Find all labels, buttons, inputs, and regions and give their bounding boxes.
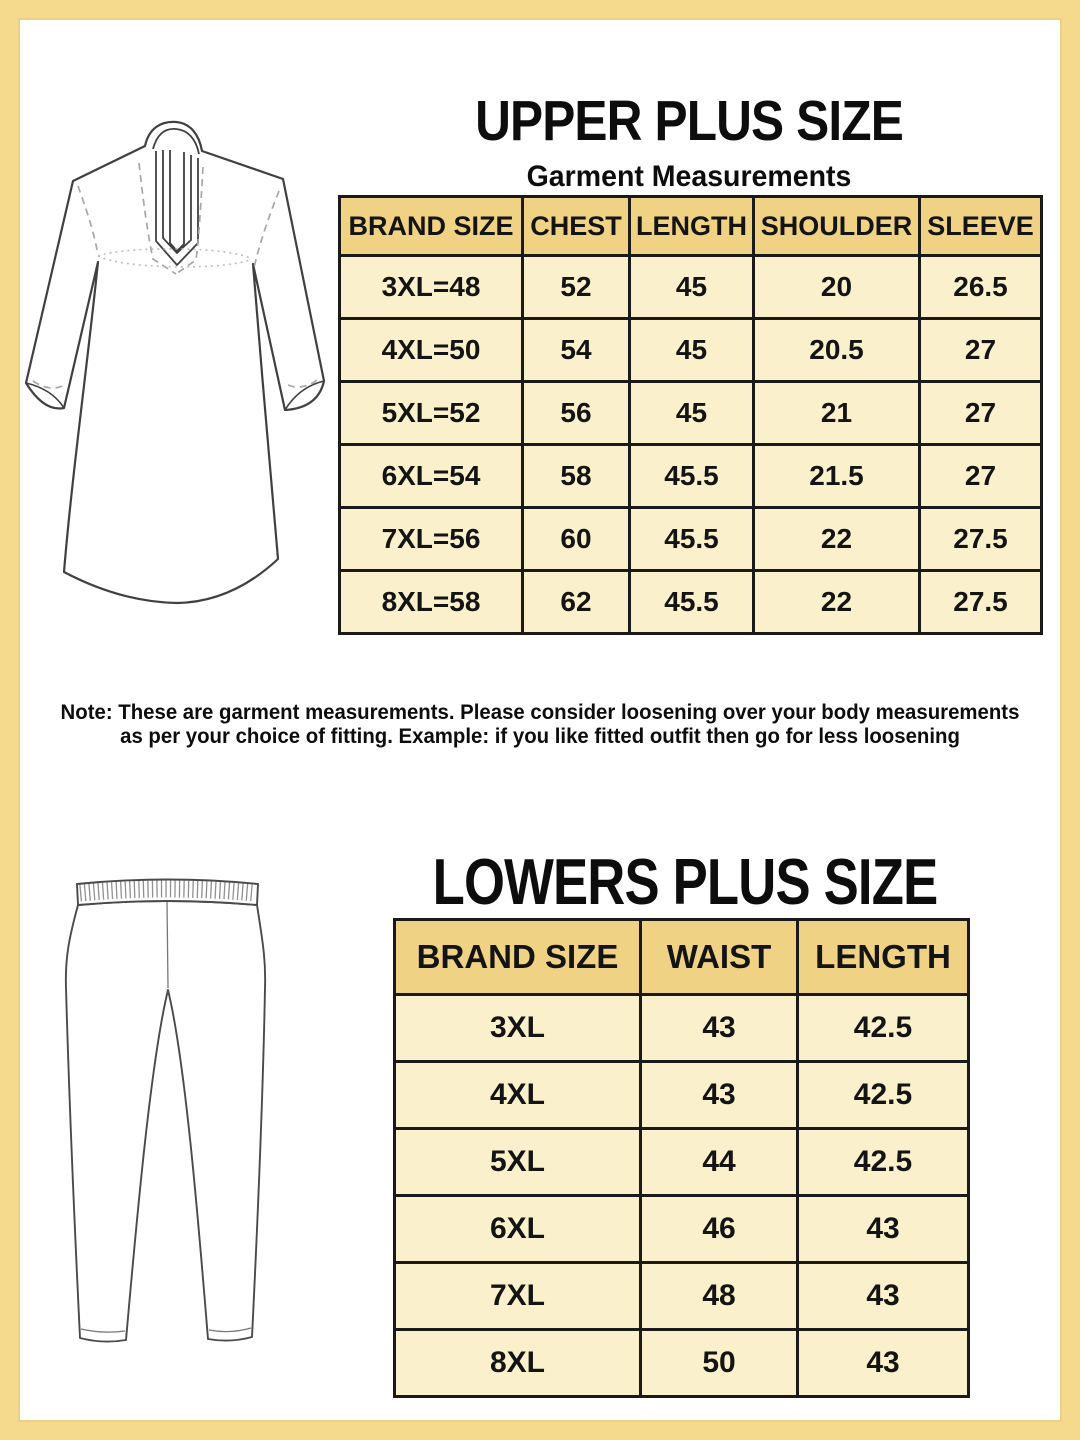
size-cell: 27 (918, 443, 1043, 509)
column-header: CHEST (521, 195, 631, 257)
size-cell: 22 (752, 569, 921, 635)
size-cell: 52 (521, 254, 631, 320)
table-row: 6XL 46 43 (393, 1194, 970, 1264)
size-cell: 27.5 (918, 569, 1043, 635)
size-cell: 54 (521, 317, 631, 383)
size-cell: 45.5 (628, 569, 755, 635)
size-cell: 56 (521, 380, 631, 446)
size-cell: 62 (521, 569, 631, 635)
size-cell: 7XL (393, 1261, 642, 1331)
size-cell: 21 (752, 380, 921, 446)
size-cell: 45.5 (628, 443, 755, 509)
size-cell: 45.5 (628, 506, 755, 572)
pants-line-art-icon (64, 878, 267, 1343)
size-cell: 50 (639, 1328, 799, 1398)
upper-title: UPPER PLUS SIZE (475, 89, 904, 153)
column-header: WAIST (639, 918, 799, 996)
note-line-2: as per your choice of fitting. Example: … (120, 724, 960, 748)
upper-subtitle: Garment Measurements (526, 160, 852, 193)
size-cell: 5XL=52 (338, 380, 524, 446)
size-cell: 20.5 (752, 317, 921, 383)
note-line-1: Note: These are garment measurements. Pl… (60, 701, 1020, 724)
table-row: 6XL=54 58 45.5 21.5 27 (338, 443, 1043, 509)
size-cell: 5XL (393, 1127, 642, 1197)
size-cell: 48 (639, 1261, 799, 1331)
size-cell: 27 (918, 317, 1043, 383)
size-cell: 58 (521, 443, 631, 509)
upper-size-table: BRAND SIZE CHEST LENGTH SHOULDER SLEEVE … (338, 195, 1043, 635)
size-cell: 43 (796, 1261, 970, 1331)
table-row: 8XL 50 43 (393, 1328, 970, 1398)
size-cell: 46 (639, 1194, 799, 1264)
column-header: LENGTH (628, 195, 755, 257)
size-cell: 42.5 (796, 993, 970, 1063)
size-cell: 42.5 (796, 1127, 970, 1197)
upper-table-header-row: BRAND SIZE CHEST LENGTH SHOULDER SLEEVE (338, 195, 1043, 257)
size-cell: 45 (628, 254, 755, 320)
measurement-note: Note: These are garment measurements. Pl… (36, 701, 1045, 748)
table-row: 3XL=48 52 45 20 26.5 (338, 254, 1043, 320)
size-cell: 3XL=48 (338, 254, 524, 320)
table-row: 4XL=50 54 45 20.5 27 (338, 317, 1043, 383)
size-cell: 4XL (393, 1060, 642, 1130)
column-header: BRAND SIZE (393, 918, 642, 996)
size-cell: 43 (639, 993, 799, 1063)
size-cell: 21.5 (752, 443, 921, 509)
table-row: 5XL 44 42.5 (393, 1127, 970, 1197)
size-cell: 4XL=50 (338, 317, 524, 383)
lower-table-header-row: BRAND SIZE WAIST LENGTH (393, 918, 970, 996)
table-row: 5XL=52 56 45 21 27 (338, 380, 1043, 446)
kurta-line-art-icon (24, 120, 326, 605)
size-cell: 43 (639, 1060, 799, 1130)
table-row: 7XL=56 60 45.5 22 27.5 (338, 506, 1043, 572)
column-header: SLEEVE (918, 195, 1043, 257)
size-cell: 8XL=58 (338, 569, 524, 635)
size-cell: 3XL (393, 993, 642, 1063)
size-cell: 43 (796, 1328, 970, 1398)
size-cell: 20 (752, 254, 921, 320)
column-header: SHOULDER (752, 195, 921, 257)
size-cell: 26.5 (918, 254, 1043, 320)
size-cell: 45 (628, 317, 755, 383)
size-cell: 22 (752, 506, 921, 572)
size-cell: 27 (918, 380, 1043, 446)
size-cell: 8XL (393, 1328, 642, 1398)
size-cell: 27.5 (918, 506, 1043, 572)
table-row: 4XL 43 42.5 (393, 1060, 970, 1130)
size-cell: 60 (521, 506, 631, 572)
column-header: BRAND SIZE (338, 195, 524, 257)
size-chart-canvas: UPPER PLUS SIZE Garment Measurements BRA… (20, 20, 1060, 1420)
table-row: 8XL=58 62 45.5 22 27.5 (338, 569, 1043, 635)
size-cell: 7XL=56 (338, 506, 524, 572)
size-cell: 45 (628, 380, 755, 446)
size-cell: 6XL (393, 1194, 642, 1264)
lower-size-table: BRAND SIZE WAIST LENGTH 3XL 43 42.5 4XL … (393, 918, 970, 1398)
column-header: LENGTH (796, 918, 970, 996)
size-cell: 6XL=54 (338, 443, 524, 509)
table-row: 7XL 48 43 (393, 1261, 970, 1331)
size-cell: 43 (796, 1194, 970, 1264)
table-row: 3XL 43 42.5 (393, 993, 970, 1063)
size-cell: 42.5 (796, 1060, 970, 1130)
size-cell: 44 (639, 1127, 799, 1197)
lower-title: LOWERS PLUS SIZE (432, 845, 939, 918)
